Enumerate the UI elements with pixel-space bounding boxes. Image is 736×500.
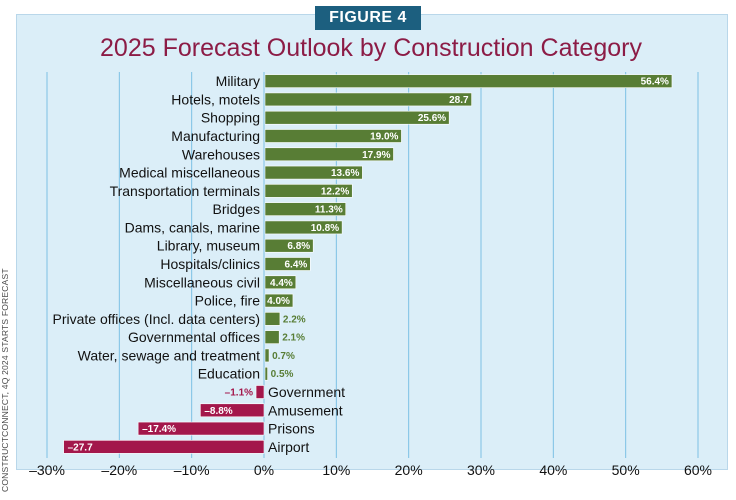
tick-label-1: –20% [101,462,137,478]
category-label-3: Manufacturing [171,128,260,144]
tick-label-2: –10% [174,462,210,478]
data-label-15: 0.7% [272,351,295,362]
data-label-14: 2.1% [282,333,305,344]
category-label-2: Shopping [201,110,260,126]
category-label-8: Dams, canals, marine [125,219,261,235]
data-label-19: –17.4% [142,424,176,435]
data-label-2: 25.6% [418,113,446,124]
category-label-14: Governmental offices [128,329,260,345]
data-label-0: 56.4% [641,77,669,88]
category-label-4: Warehouses [182,146,260,162]
bar-19 [137,421,265,436]
data-label-6: 12.2% [321,186,349,197]
tick-label-5: 20% [395,462,423,478]
data-label-17: –1.1% [225,388,253,399]
bar-5 [264,165,363,180]
data-label-8: 10.8% [311,223,339,234]
data-label-11: 4.4% [270,278,293,289]
data-label-18: –8.8% [204,406,232,417]
bar-10 [264,257,311,271]
bar-11 [264,275,297,290]
bar-9 [264,238,314,253]
category-label-15: Water, sewage and treatment [78,347,260,363]
bar-8 [264,220,343,235]
category-label-9: Library, museum [157,238,260,254]
data-label-12: 4.0% [267,296,290,307]
tick-label-4: 10% [322,462,350,478]
bar-20 [63,440,265,454]
figure-badge: FIGURE 4 [315,6,421,30]
bar-4 [264,147,394,162]
data-label-5: 13.6% [331,168,359,179]
category-label-5: Medical miscellaneous [119,165,260,181]
category-label-16: Education [198,366,260,382]
category-label-11: Miscellaneous civil [144,274,260,290]
category-label-19: Prisons [268,421,315,437]
category-label-12: Police, fire [195,293,261,309]
bar-16 [264,366,268,381]
data-label-16: 0.5% [271,369,294,380]
bar-6 [264,184,353,198]
tick-label-7: 40% [539,462,567,478]
chart-frame [16,14,728,470]
category-label-0: Military [216,73,260,89]
data-label-3: 19.0% [370,132,398,143]
bar-7 [264,202,347,216]
category-label-1: Hotels, motels [171,91,260,107]
chart-title: 2025 Forecast Outlook by Construction Ca… [100,34,642,62]
bar-18 [200,403,265,418]
category-label-17: Government [268,384,345,400]
category-label-20: Airport [268,439,309,455]
data-label-7: 11.3% [315,205,343,216]
bar-13 [264,312,281,326]
bar-15 [264,348,270,363]
data-label-4: 17.9% [362,150,390,161]
data-label-13: 2.2% [283,314,306,325]
tick-label-0: –30% [29,462,65,478]
bar-1 [264,92,472,107]
bar-17 [255,385,265,399]
data-label-1: 28.7 [449,95,469,106]
category-label-10: Hospitals/clinics [160,256,260,272]
tick-label-6: 30% [467,462,495,478]
bar-3 [264,129,402,143]
category-label-13: Private offices (Incl. data centers) [53,311,261,327]
data-label-9: 6.8% [287,241,310,252]
bar-14 [264,330,280,344]
tick-label-3: 0% [254,462,274,478]
tick-label-9: 60% [684,462,712,478]
category-label-7: Bridges [213,201,260,217]
category-label-18: Amusement [268,402,343,418]
bar-12 [264,293,294,308]
data-label-10: 6.4% [284,260,307,271]
bar-0 [264,74,673,88]
tick-label-8: 50% [612,462,640,478]
bar-2 [264,110,450,125]
category-label-6: Transportation terminals [110,183,260,199]
data-label-20: –27.7 [68,442,93,453]
